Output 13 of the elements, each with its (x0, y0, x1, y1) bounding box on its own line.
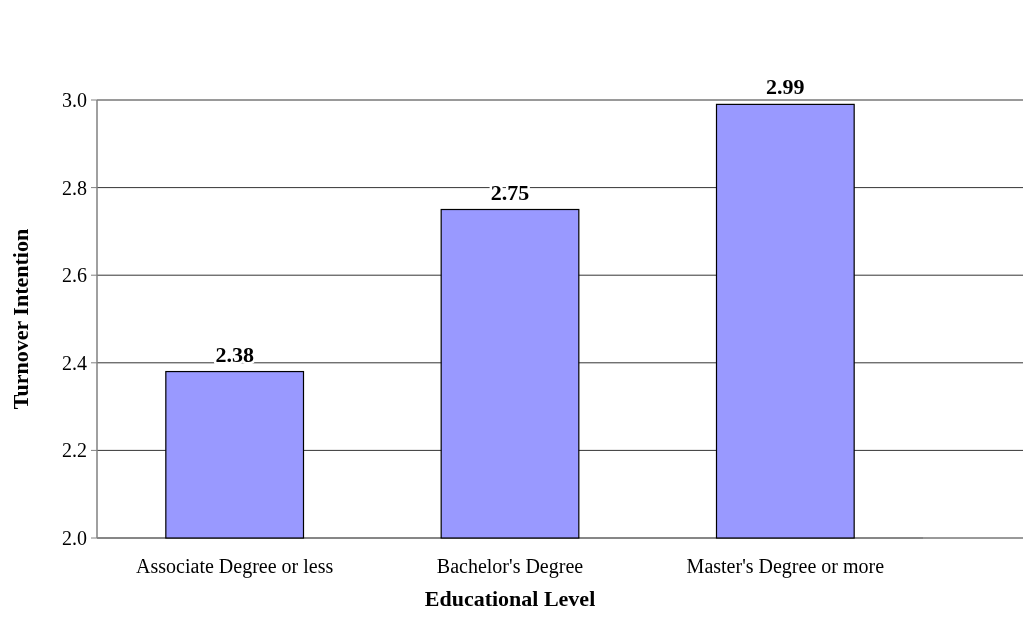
y-tick-label: 3.0 (62, 89, 87, 111)
data-label: 2.99 (766, 74, 805, 100)
y-tick-label: 2.4 (62, 351, 87, 374)
x-tick-label: Bachelor's Degree (436, 555, 584, 578)
y-tick-label: 2.6 (62, 264, 87, 287)
x-tick-label: Associate Degree or less (136, 555, 334, 578)
data-label: 2.38 (215, 341, 254, 367)
x-axis-title: Educational Level (424, 586, 596, 611)
y-tick-label: 2.2 (62, 439, 87, 462)
y-tick-label: 2.0 (62, 527, 87, 549)
y-axis-title: Turnover Intention (8, 228, 33, 410)
y-tick-label: 2.8 (62, 176, 87, 199)
x-tick-label: Master's Degree or more (686, 555, 885, 578)
